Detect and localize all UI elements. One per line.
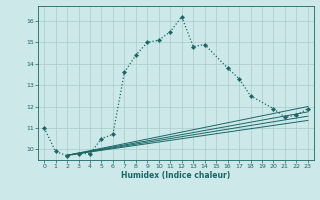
X-axis label: Humidex (Indice chaleur): Humidex (Indice chaleur) [121,171,231,180]
